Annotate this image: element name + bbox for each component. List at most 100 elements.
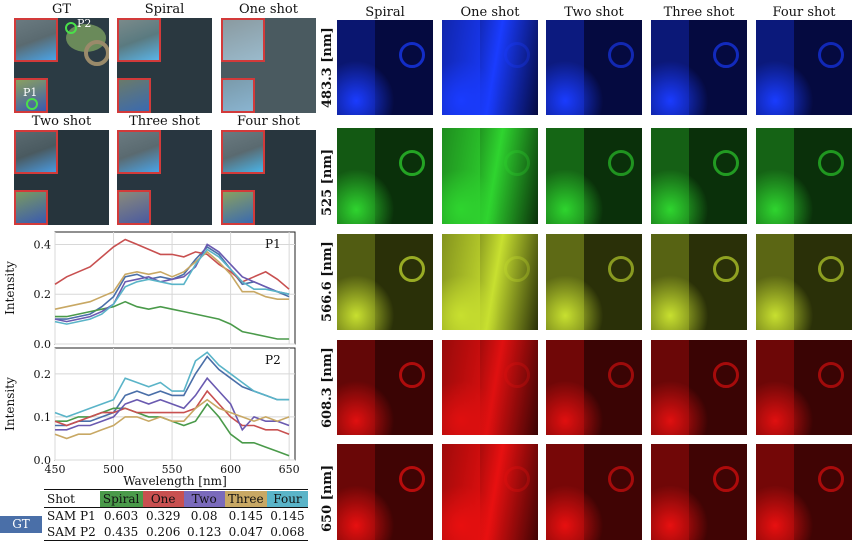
band-feature xyxy=(399,466,425,492)
table-row: SAM P2 0.435 0.206 0.123 0.047 0.068 xyxy=(44,524,308,541)
y-axis-label: Intensity xyxy=(3,377,17,431)
table-cell: 0.123 xyxy=(186,525,222,539)
table-header-three: Three xyxy=(224,491,267,508)
series-line-four xyxy=(54,351,290,418)
band-feature xyxy=(713,362,739,388)
band-image xyxy=(756,128,852,224)
y-tick-label: 0.2 xyxy=(34,288,52,301)
band-highlight xyxy=(337,128,375,224)
table-cell: 0.145 xyxy=(228,509,263,523)
band-feature xyxy=(713,256,739,282)
chart-title: P2 xyxy=(265,353,281,367)
band-highlight xyxy=(546,444,584,540)
table-cell: 0.047 xyxy=(228,525,263,539)
table-cell: 0.603 xyxy=(103,509,139,523)
band-image xyxy=(442,234,538,330)
band-highlight xyxy=(546,340,584,435)
band-highlight xyxy=(337,340,375,435)
table-cell: 0.435 xyxy=(103,525,139,539)
band-highlight xyxy=(546,128,584,224)
band-highlight xyxy=(546,234,584,330)
band-feature xyxy=(608,256,634,282)
thumb-label-three-shot: Three shot xyxy=(129,114,200,129)
band-highlight xyxy=(756,444,794,540)
band-image xyxy=(442,340,538,435)
spectral-charts: 0.0 0.2 0.4 P1 Intensity 0.0 0.1 0.2 P2 Intensity… xyxy=(3,231,300,488)
thumb-label-one-shot: One shot xyxy=(239,2,298,17)
thumb-label-spiral: Spiral xyxy=(144,2,185,17)
column-title-four-shot: Four shot xyxy=(772,5,836,20)
plot-frame xyxy=(54,347,296,461)
plot-frame xyxy=(54,231,296,345)
table-header-row: Shot Spiral One Two Three Four xyxy=(44,491,308,508)
thumb-four-shot xyxy=(221,130,316,225)
band-highlight xyxy=(337,444,375,540)
band-image xyxy=(546,20,642,115)
band-image xyxy=(546,444,642,540)
band-highlight xyxy=(756,20,794,115)
band-image xyxy=(337,234,433,330)
band-highlight xyxy=(337,20,375,115)
column-title-three-shot: Three shot xyxy=(663,5,735,20)
chart-title: P1 xyxy=(265,237,281,251)
y-axis-label: Intensity xyxy=(3,261,17,315)
thumb-gt: P2 P1 xyxy=(14,18,109,113)
band-feature xyxy=(504,42,530,68)
column-title-two-shot: Two shot xyxy=(564,5,624,20)
band-highlight xyxy=(756,128,794,224)
x-tick-label: 450 xyxy=(45,463,66,476)
band-highlight xyxy=(756,234,794,330)
band-image xyxy=(442,20,538,115)
row-title: 608.3 [nm] xyxy=(320,346,335,428)
table-cell: 0.329 xyxy=(145,509,181,523)
band-highlight xyxy=(442,128,480,224)
sam-table: Shot Spiral One Two Three Four SAM P1 0.… xyxy=(44,491,308,541)
band-image xyxy=(442,128,538,224)
band-feature xyxy=(504,256,530,282)
column-title-spiral: Spiral xyxy=(365,5,405,20)
thumb-label-two-shot: Two shot xyxy=(31,114,92,129)
band-feature xyxy=(399,256,425,282)
band-feature xyxy=(713,42,739,68)
band-highlight xyxy=(442,20,480,115)
band-feature xyxy=(818,466,844,492)
band-image xyxy=(756,340,852,435)
band-highlight xyxy=(651,128,689,224)
thumb-spiral xyxy=(117,18,212,113)
band-feature xyxy=(713,150,739,176)
table-row: SAM P1 0.603 0.329 0.08 0.145 0.145 xyxy=(44,507,308,525)
band-highlight xyxy=(442,234,480,330)
band-feature xyxy=(818,256,844,282)
table-cell: SAM P2 xyxy=(47,525,96,539)
band-highlight xyxy=(651,444,689,540)
band-highlight xyxy=(651,20,689,115)
band-image xyxy=(651,128,747,224)
x-tick-label: 650 xyxy=(279,463,300,476)
band-image xyxy=(337,20,433,115)
band-highlight xyxy=(651,234,689,330)
x-axis-label: Wavelength [nm] xyxy=(123,474,227,488)
series-line-three xyxy=(54,250,290,310)
series-line-one xyxy=(54,389,290,435)
series-line-spiral xyxy=(55,300,290,340)
row-title: 525 [nm] xyxy=(320,148,335,216)
band-image xyxy=(546,340,642,435)
band-highlight xyxy=(337,234,375,330)
band-image xyxy=(651,444,747,540)
thumb-label-four-shot: Four shot xyxy=(237,114,300,129)
table-header-shot: Shot xyxy=(47,492,75,506)
row-title: 483.3 [nm] xyxy=(320,26,335,108)
table-header-two: Two xyxy=(183,491,225,508)
x-tick-label: 500 xyxy=(103,463,124,476)
marker-p1 xyxy=(26,98,38,110)
series-line-two xyxy=(54,243,290,323)
table-cell: 0.206 xyxy=(145,525,181,539)
y-tick-label: 0.2 xyxy=(34,368,52,381)
series-line-two xyxy=(55,376,290,432)
series-line-three xyxy=(54,398,290,440)
thumb-two-shot xyxy=(14,130,109,225)
thumb-three-shot xyxy=(117,130,212,225)
band-feature xyxy=(608,466,634,492)
band-image xyxy=(546,234,642,330)
band-image xyxy=(337,128,433,224)
